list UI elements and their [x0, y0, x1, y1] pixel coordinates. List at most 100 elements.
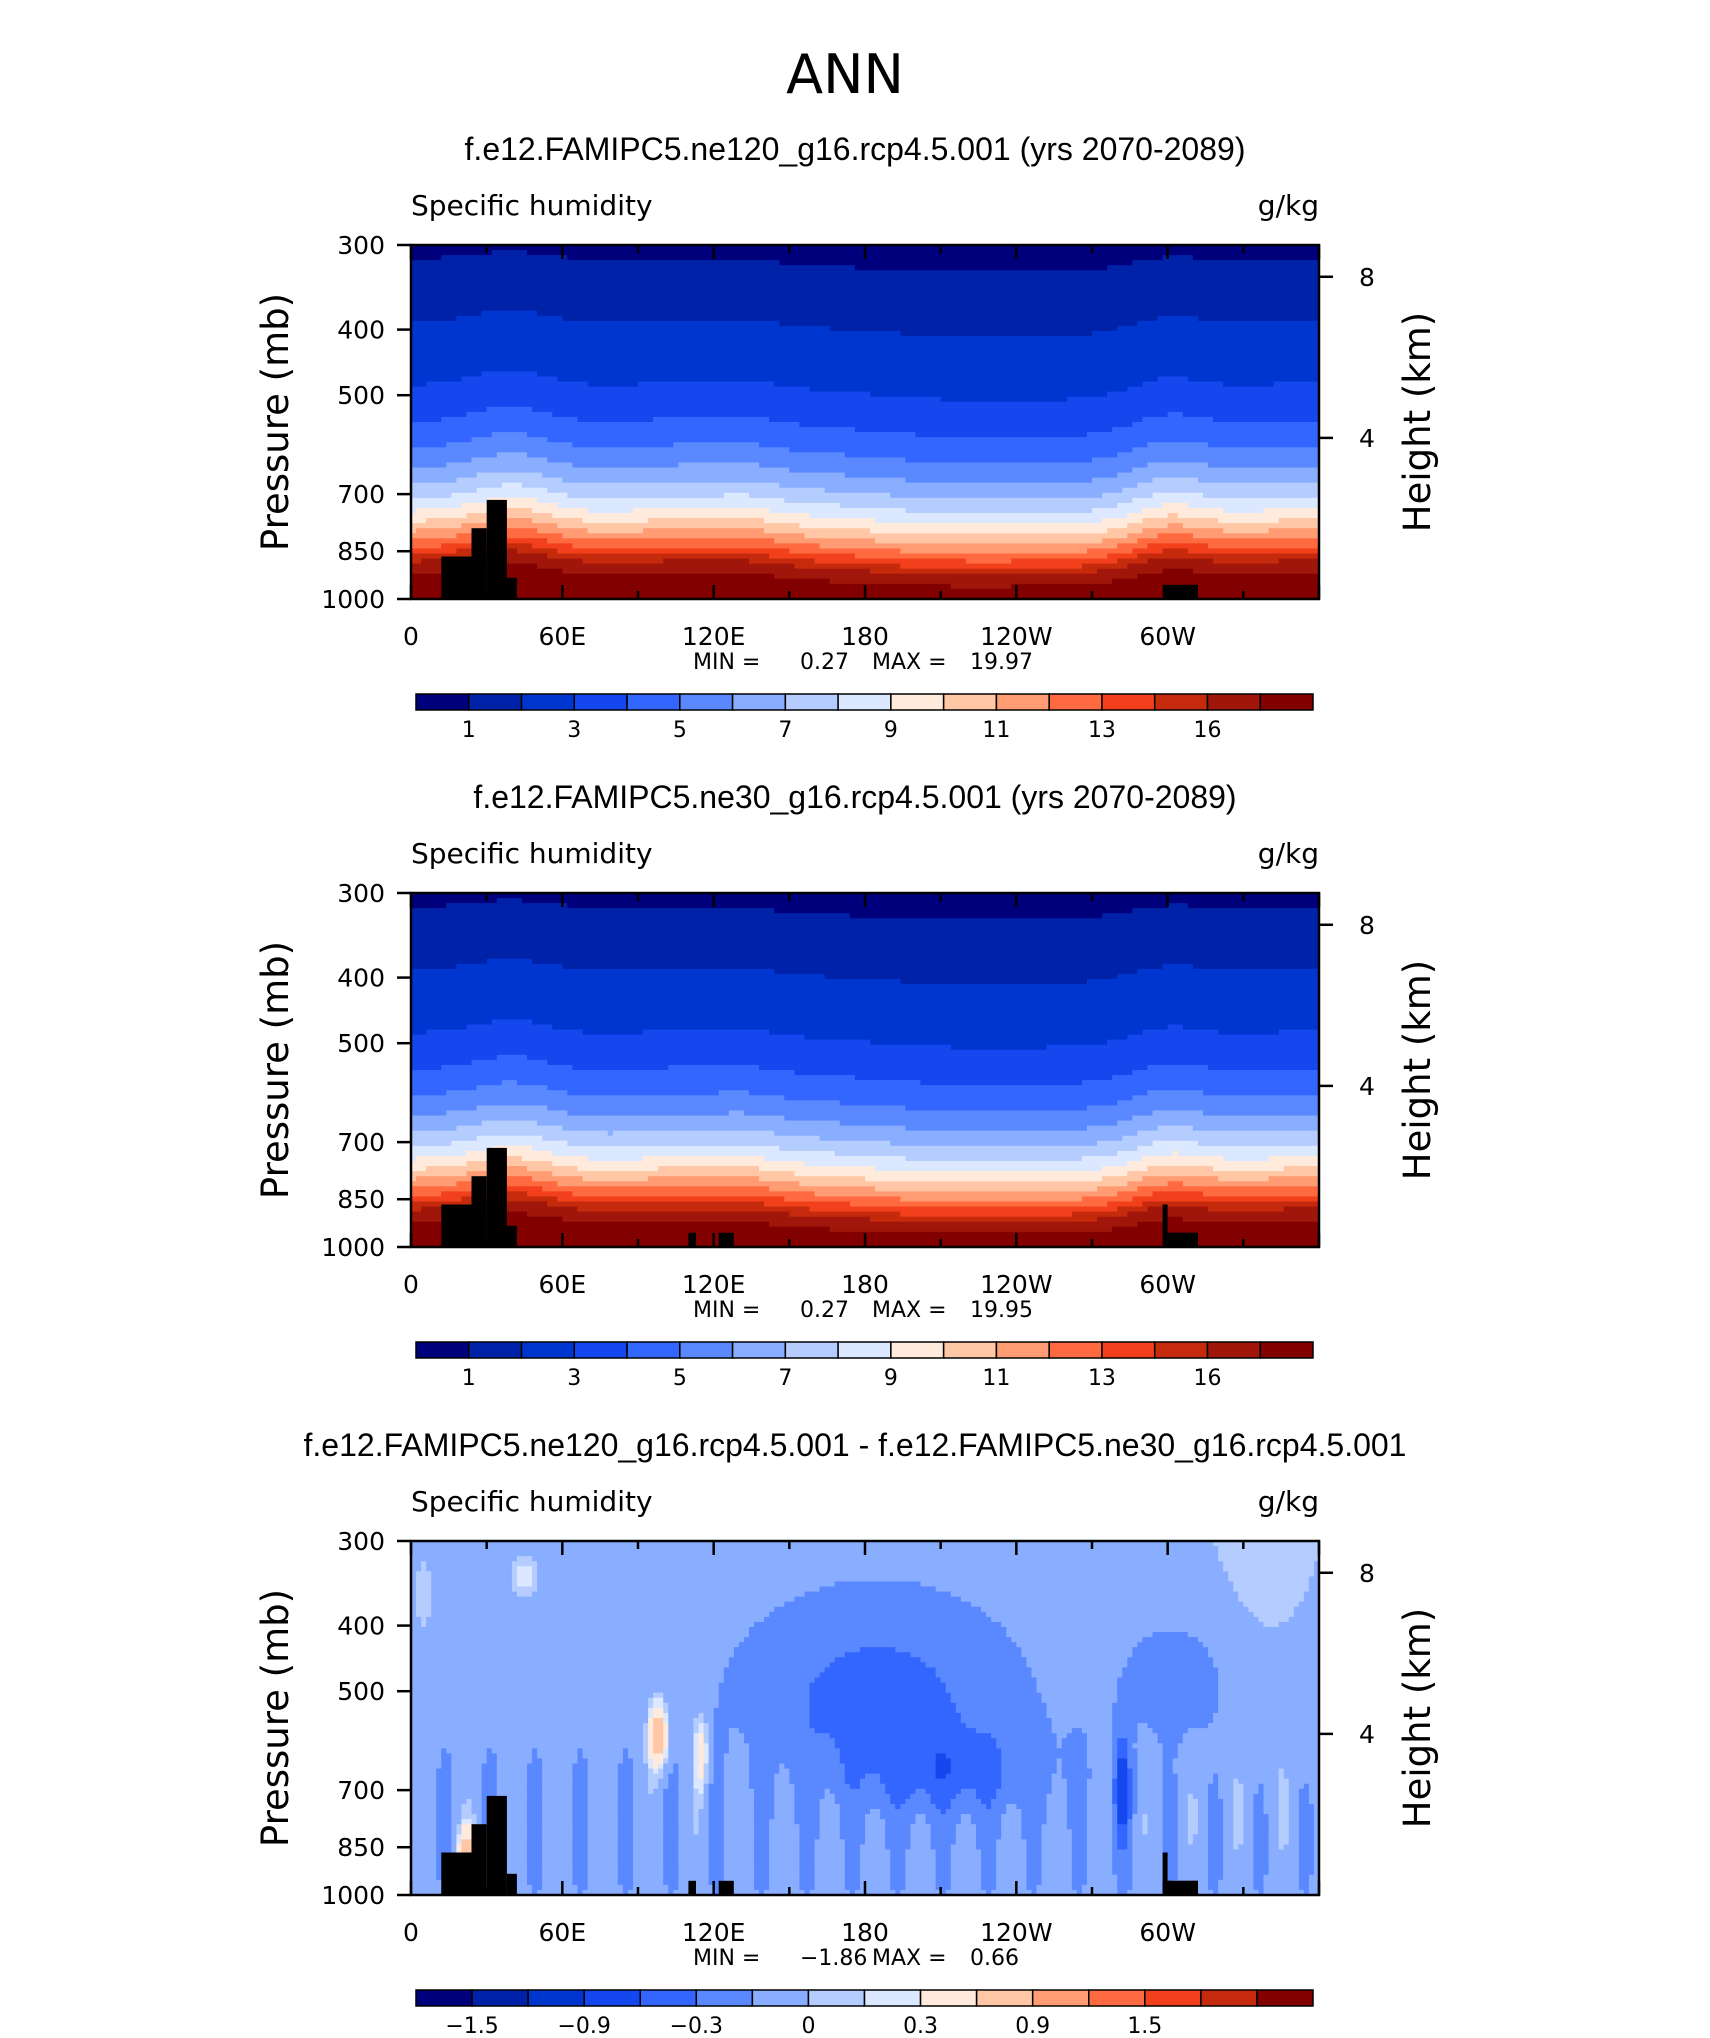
- colorbar-swatch: [837, 1341, 892, 1359]
- colorbar-swatch: [1200, 1989, 1258, 2007]
- svg-text:MIN =: MIN =: [693, 650, 760, 675]
- colorbar-label: 1: [462, 1366, 476, 1391]
- panel-title: f.e12.FAMIPC5.ne120_g16.rcp4.5.001 (yrs …: [465, 131, 1246, 167]
- colorbar: −1.5 −0.9 −0.3 0 0.3 0.9 1.5: [415, 1989, 1314, 2038]
- right-tick-label: 4: [1359, 1720, 1375, 1749]
- y-axis: 300 400 500 700 850 1000 Pressure (mb): [254, 879, 411, 1262]
- colorbar-swatch: [731, 1341, 787, 1359]
- svg-text:MAX =: MAX =: [872, 650, 947, 675]
- right-tick-label: 4: [1359, 424, 1375, 453]
- panel-title: f.e12.FAMIPC5.ne30_g16.rcp4.5.001 (yrs 2…: [473, 779, 1236, 815]
- colorbar-swatch: [679, 1341, 734, 1359]
- colorbar-swatch: [807, 1989, 866, 2007]
- y-tick-label: 400: [337, 1612, 385, 1641]
- x-tick-label: 60E: [539, 622, 587, 651]
- colorbar: 1 3 5 7 9 11 13 16: [415, 693, 1314, 743]
- colorbar-label: 0.3: [903, 2014, 938, 2038]
- y-tick-label: 500: [337, 381, 385, 410]
- colorbar-swatch: [1259, 1341, 1314, 1359]
- y-tick-label: 700: [337, 480, 385, 509]
- right-axis-title: Height (km): [1396, 312, 1439, 532]
- x-tick-label: 60E: [539, 1270, 587, 1299]
- right-axis: 8 4 Height (km): [1319, 911, 1439, 1180]
- right-axis: 8 4 Height (km): [1319, 263, 1439, 532]
- colorbar-swatch: [520, 693, 576, 711]
- y-axis-title: Pressure (mb): [254, 1589, 297, 1847]
- svg-text:19.97: 19.97: [970, 650, 1033, 675]
- y-tick-label: 1000: [321, 1881, 385, 1910]
- colorbar-swatch: [626, 693, 681, 711]
- colorbar-swatch: [919, 1989, 978, 2007]
- x-tick-label: 60W: [1139, 622, 1196, 651]
- x-tick-label: 120W: [980, 1918, 1052, 1947]
- colorbar-swatch: [1153, 693, 1209, 711]
- colorbar-label: 0: [801, 2014, 815, 2038]
- x-axis: 0 60E 120E 180 120W 60W: [403, 893, 1321, 1299]
- colorbar-label: 13: [1088, 1366, 1116, 1391]
- y-tick-label: 700: [337, 1776, 385, 1805]
- colorbar-swatch: [1048, 1341, 1103, 1359]
- variable-label: Specific humidity: [411, 837, 653, 870]
- right-axis-title: Height (km): [1396, 960, 1439, 1180]
- panel-1: f.e12.FAMIPC5.ne120_g16.rcp4.5.001 (yrs …: [254, 131, 1439, 743]
- x-axis: 0 60E 120E 180 120W 60W: [403, 245, 1321, 651]
- colorbar-swatch: [468, 693, 523, 711]
- y-tick-label: 850: [337, 1185, 385, 1214]
- colorbar-label: 3: [567, 718, 581, 743]
- colorbar-swatch: [784, 693, 839, 711]
- colorbar-swatch: [695, 1989, 754, 2007]
- colorbar-label: 13: [1088, 718, 1116, 743]
- colorbar-swatch: [1256, 1989, 1314, 2007]
- colorbar-swatch: [415, 1989, 473, 2007]
- colorbar-swatch: [837, 693, 892, 711]
- colorbar-label: 16: [1193, 1366, 1221, 1391]
- colorbar-swatch: [942, 693, 998, 711]
- colorbar-label: 11: [982, 1366, 1010, 1391]
- x-tick-label: 120W: [980, 622, 1052, 651]
- colorbar-label: 11: [982, 718, 1010, 743]
- colorbar-swatch: [639, 1989, 698, 2007]
- colorbar-swatch: [573, 693, 628, 711]
- colorbar-swatch: [527, 1989, 585, 2007]
- colorbar-label: 7: [778, 718, 792, 743]
- colorbar-label: 3: [567, 1366, 581, 1391]
- variable-label: Specific humidity: [411, 1485, 653, 1518]
- colorbar-label: 7: [778, 1366, 792, 1391]
- right-tick-label: 8: [1359, 1559, 1375, 1588]
- units-label: g/kg: [1258, 837, 1319, 870]
- colorbar-swatch: [731, 693, 787, 711]
- colorbar-label: −0.9: [557, 2014, 610, 2038]
- colorbar-swatch: [1048, 693, 1103, 711]
- y-tick-label: 700: [337, 1128, 385, 1157]
- colorbar-swatch: [1088, 1989, 1146, 2007]
- colorbar-label: 9: [884, 718, 898, 743]
- y-axis-title: Pressure (mb): [254, 293, 297, 551]
- x-tick-label: 120E: [682, 1918, 746, 1947]
- contour-field: [411, 245, 1319, 599]
- svg-text:MAX =: MAX =: [872, 1946, 947, 1971]
- colorbar-swatch: [1101, 693, 1156, 711]
- x-tick-label: 180: [841, 1270, 889, 1299]
- y-tick-label: 300: [337, 879, 385, 908]
- terrain-mask: [441, 1795, 1198, 1895]
- terrain-mask: [441, 1147, 1198, 1247]
- y-tick-label: 400: [337, 316, 385, 345]
- colorbar-label: 1: [462, 718, 476, 743]
- colorbar-label: 16: [1193, 718, 1221, 743]
- stats-line: MIN = −1.86 MAX = 0.66: [693, 1946, 1019, 1971]
- colorbar-swatch: [573, 1341, 628, 1359]
- colorbar-swatch: [1101, 1341, 1156, 1359]
- colorbar-swatch: [890, 693, 945, 711]
- colorbar-swatch: [1206, 1341, 1261, 1359]
- y-tick-label: 850: [337, 1833, 385, 1862]
- svg-text:19.95: 19.95: [970, 1298, 1033, 1323]
- figure-title: ANN: [786, 43, 904, 106]
- right-axis: 8 4 Height (km): [1319, 1559, 1439, 1828]
- svg-text:0.66: 0.66: [970, 1946, 1019, 1971]
- x-axis: 0 60E 120E 180 120W 60W: [403, 1541, 1321, 1947]
- colorbar-label: 5: [673, 718, 687, 743]
- stats-line: MIN = 0.27 MAX = 19.95: [693, 1298, 1033, 1323]
- svg-text:0.27: 0.27: [800, 650, 849, 675]
- panel-2: f.e12.FAMIPC5.ne30_g16.rcp4.5.001 (yrs 2…: [254, 779, 1439, 1391]
